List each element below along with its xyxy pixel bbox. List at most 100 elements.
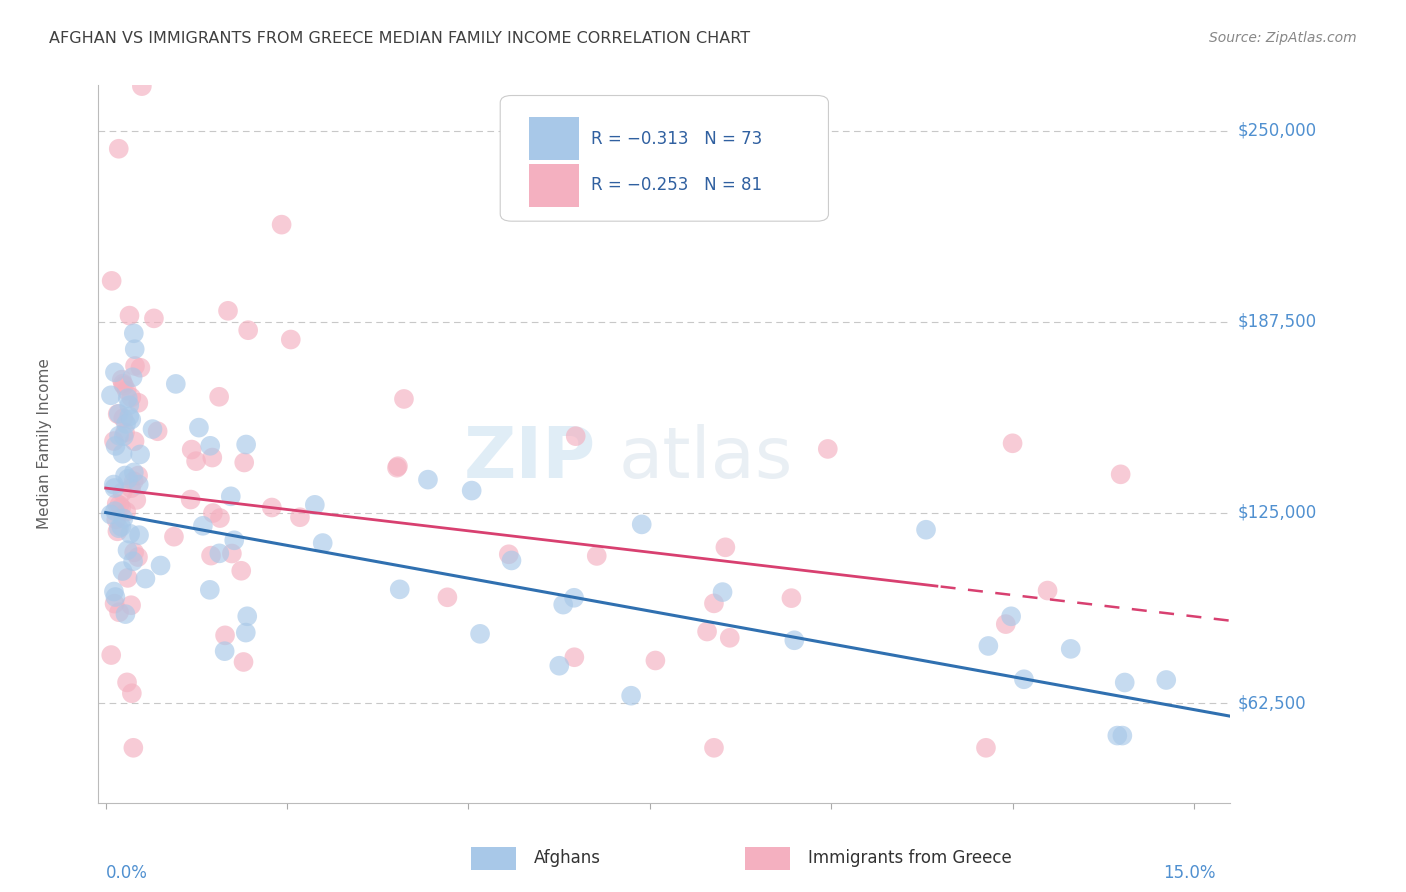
Point (114, 607, 136, 621)
Point (236, 609, 259, 624)
Point (630, 517, 652, 532)
Text: Median Family Income: Median Family Income (37, 359, 52, 529)
Point (644, 653, 666, 667)
Point (994, 617, 1017, 632)
Point (117, 543, 139, 558)
Point (238, 323, 260, 337)
Point (201, 450, 224, 465)
Point (553, 598, 575, 612)
Point (104, 504, 127, 518)
Point (1060, 641, 1083, 656)
Point (387, 459, 409, 474)
Point (1012, 673, 1035, 687)
Point (121, 686, 143, 700)
Point (128, 528, 150, 542)
Point (107, 407, 129, 421)
Point (392, 392, 415, 406)
Point (219, 489, 242, 503)
Text: R = −0.253   N = 81: R = −0.253 N = 81 (591, 177, 762, 194)
Point (1114, 675, 1136, 690)
Point (780, 591, 803, 606)
Point (231, 564, 253, 578)
Point (103, 481, 125, 495)
Point (122, 545, 145, 559)
Point (111, 373, 134, 387)
Point (111, 485, 134, 500)
Point (120, 599, 142, 613)
Text: 0.0%: 0.0% (105, 864, 148, 882)
Point (122, 326, 145, 341)
Point (1107, 729, 1129, 743)
Point (120, 526, 142, 541)
Point (718, 631, 741, 645)
Point (127, 549, 149, 564)
Point (122, 740, 145, 755)
Point (107, 524, 129, 539)
Point (1000, 609, 1022, 624)
Point (141, 422, 163, 436)
Point (104, 590, 127, 604)
Point (783, 633, 806, 648)
Point (115, 675, 138, 690)
Text: Source: ZipAtlas.com: Source: ZipAtlas.com (1209, 31, 1357, 45)
Point (115, 417, 138, 431)
Point (112, 511, 135, 525)
Point (124, 434, 146, 449)
Point (288, 510, 311, 524)
Point (620, 689, 643, 703)
Point (416, 473, 439, 487)
Point (120, 481, 142, 495)
Point (128, 477, 150, 491)
Point (105, 512, 128, 526)
Point (235, 437, 257, 451)
Point (1111, 729, 1133, 743)
Point (125, 492, 148, 507)
Point (118, 398, 141, 412)
Point (120, 391, 142, 405)
Point (312, 536, 335, 550)
Point (564, 650, 586, 665)
Point (122, 554, 145, 568)
Point (224, 533, 246, 548)
Point (112, 411, 135, 425)
Point (198, 582, 221, 597)
Point (108, 605, 131, 619)
Point (115, 384, 138, 398)
Point (129, 360, 152, 375)
Point (180, 442, 202, 457)
Text: atlas: atlas (619, 424, 793, 492)
Text: $250,000: $250,000 (1237, 121, 1316, 139)
Point (585, 549, 607, 563)
Text: 15.0%: 15.0% (1163, 864, 1216, 882)
FancyBboxPatch shape (501, 95, 828, 221)
Point (217, 303, 239, 318)
Point (165, 376, 187, 391)
Point (105, 497, 128, 511)
Point (112, 429, 135, 443)
Point (124, 359, 146, 373)
Point (104, 439, 127, 453)
Point (103, 584, 125, 599)
Point (131, 79, 153, 94)
Point (1001, 436, 1024, 450)
FancyBboxPatch shape (529, 117, 579, 161)
Point (114, 468, 136, 483)
Point (270, 218, 292, 232)
Point (117, 472, 139, 486)
Point (122, 466, 145, 480)
Point (714, 541, 737, 555)
Point (304, 498, 326, 512)
Point (103, 434, 125, 448)
Point (385, 460, 408, 475)
Point (121, 370, 143, 384)
Point (163, 530, 186, 544)
Point (108, 428, 131, 442)
Point (122, 474, 145, 488)
Point (142, 311, 165, 326)
Point (498, 547, 520, 561)
Point (191, 518, 214, 533)
Text: Afghans: Afghans (534, 849, 602, 867)
Point (118, 309, 141, 323)
Point (124, 342, 146, 356)
Point (436, 591, 458, 605)
